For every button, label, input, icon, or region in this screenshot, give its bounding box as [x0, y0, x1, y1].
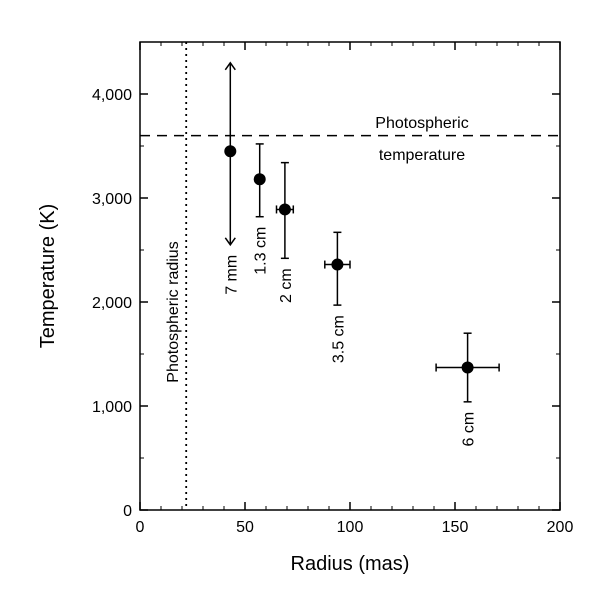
- plot-frame: [139, 41, 561, 511]
- x-tick-label: 100: [337, 519, 364, 536]
- data-point: [278, 203, 291, 216]
- point-label: 2 cm: [278, 268, 295, 303]
- photospheric-radius-label: Photospheric radius: [165, 241, 182, 382]
- point-label: 1.3 cm: [253, 227, 270, 275]
- point-label: 6 cm: [461, 412, 478, 447]
- x-axis: 0 50 100 150 200: [136, 42, 574, 536]
- photospheric-temperature-label-line2: temperature: [379, 147, 465, 164]
- arrow-head-up: [224, 61, 236, 71]
- y-axis: 0 1,000 2,000 3,000 4,000: [92, 87, 560, 520]
- point-label: 7 mm: [223, 255, 240, 295]
- x-tick-label: 50: [236, 519, 254, 536]
- data-point: [461, 361, 474, 374]
- y-tick-label: 4,000: [92, 87, 132, 104]
- x-tick-label: 200: [547, 519, 574, 536]
- reference-lines: [140, 42, 560, 510]
- photospheric-temperature-label-line1: Photospheric: [375, 115, 468, 132]
- y-tick-label: 0: [123, 503, 132, 520]
- data-point: [331, 258, 344, 271]
- x-tick-label: 150: [442, 519, 469, 536]
- data-point: [224, 145, 237, 158]
- arrow-head-down: [224, 237, 236, 247]
- y-axis-title: Temperature (K): [37, 204, 59, 349]
- y-tick-label: 1,000: [92, 399, 132, 416]
- data-points: 7 mm 1.3 cm 2 cm 3.5 cm 6 cm: [223, 61, 500, 447]
- x-axis-title: Radius (mas): [291, 553, 410, 575]
- y-tick-label: 2,000: [92, 295, 132, 312]
- x-tick-label: 0: [136, 519, 145, 536]
- y-tick-label: 3,000: [92, 191, 132, 208]
- point-label: 3.5 cm: [330, 315, 347, 363]
- data-point: [253, 173, 266, 186]
